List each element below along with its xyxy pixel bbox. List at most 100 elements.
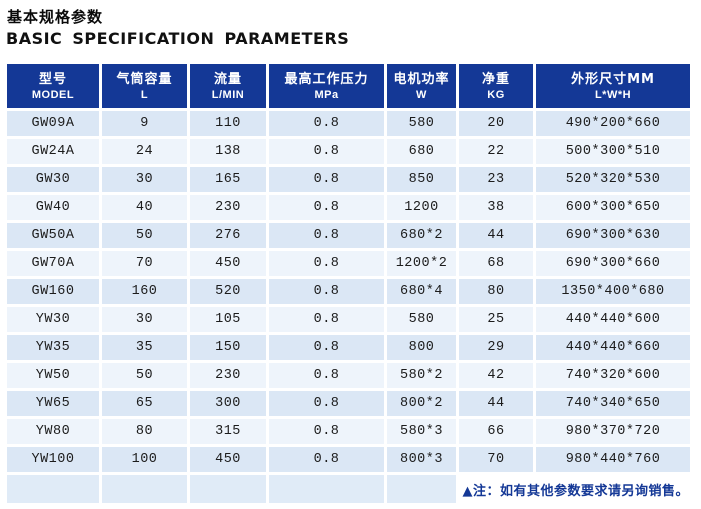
cell-capacity: 30	[102, 167, 187, 192]
cell-capacity: 100	[102, 447, 187, 472]
cell-flow: 105	[190, 307, 266, 332]
col-header-pressure-en: MPa	[314, 88, 339, 101]
cell-flow: 230	[190, 363, 266, 388]
cell-model: YW65	[7, 391, 99, 416]
cell-weight: 25	[459, 307, 533, 332]
cell-model: YW100	[7, 447, 99, 472]
table-row: GW50A 50 276 0.8 680*2 44 690*300*630	[7, 223, 690, 248]
col-header-capacity-en: L	[140, 88, 149, 101]
cell-pressure: 0.8	[269, 139, 384, 164]
cell-capacity: 9	[102, 111, 187, 136]
table-row: GW40 40 230 0.8 1200 38 600*300*650	[7, 195, 690, 220]
cell-capacity: 65	[102, 391, 187, 416]
col-header-power: 电机功率 W	[387, 64, 456, 108]
table-header-row: 型号 MODEL 气筒容量 L 流量 L/MIN 最高工作压力 MPa 电机功率	[7, 64, 690, 108]
cell-capacity: 30	[102, 307, 187, 332]
cell-model: GW40	[7, 195, 99, 220]
cell-flow: 300	[190, 391, 266, 416]
cell-model: GW09A	[7, 111, 99, 136]
table-row: GW09A 9 110 0.8 580 20 490*200*660	[7, 111, 690, 136]
cell-weight: 70	[459, 447, 533, 472]
cell-power: 580*3	[387, 419, 456, 444]
cell-pressure: 0.8	[269, 335, 384, 360]
table-row: YW65 65 300 0.8 800*2 44 740*340*650	[7, 391, 690, 416]
cell-flow: 150	[190, 335, 266, 360]
cell-power: 1200	[387, 195, 456, 220]
cell-dimensions: 440*440*660	[536, 335, 690, 360]
cell-weight: 44	[459, 223, 533, 248]
cell-weight: 80	[459, 279, 533, 304]
specification-table: 型号 MODEL 气筒容量 L 流量 L/MIN 最高工作压力 MPa 电机功率	[4, 61, 693, 506]
cell-power: 680*4	[387, 279, 456, 304]
cell-power: 800*2	[387, 391, 456, 416]
cell-weight: 38	[459, 195, 533, 220]
table-row: YW50 50 230 0.8 580*2 42 740*320*600	[7, 363, 690, 388]
cell-weight: 20	[459, 111, 533, 136]
cell-dimensions: 740*340*650	[536, 391, 690, 416]
cell-flow: 450	[190, 251, 266, 276]
cell-dimensions: 980*370*720	[536, 419, 690, 444]
cell-model: YW80	[7, 419, 99, 444]
page-title-chinese: 基本规格参数	[7, 8, 104, 26]
cell-pressure: 0.8	[269, 223, 384, 248]
cell-flow: 520	[190, 279, 266, 304]
cell-model: GW24A	[7, 139, 99, 164]
cell-power: 1200*2	[387, 251, 456, 276]
cell-pressure: 0.8	[269, 419, 384, 444]
cell-pressure: 0.8	[269, 279, 384, 304]
cell-weight: 42	[459, 363, 533, 388]
table-row: YW80 80 315 0.8 580*3 66 980*370*720	[7, 419, 690, 444]
cell-flow: 315	[190, 419, 266, 444]
cell-model: GW70A	[7, 251, 99, 276]
col-header-dimensions-en: L*W*H	[594, 88, 632, 101]
cell-dimensions: 600*300*650	[536, 195, 690, 220]
cell-capacity: 40	[102, 195, 187, 220]
cell-capacity: 80	[102, 419, 187, 444]
cell-capacity: 50	[102, 363, 187, 388]
cell-pressure: 0.8	[269, 111, 384, 136]
cell-pressure: 0.8	[269, 363, 384, 388]
cell-dimensions: 500*300*510	[536, 139, 690, 164]
cell-dimensions: 440*440*600	[536, 307, 690, 332]
col-header-weight: 净重 KG	[459, 64, 533, 108]
table-row: GW70A 70 450 0.8 1200*2 68 690*300*660	[7, 251, 690, 276]
cell-weight: 44	[459, 391, 533, 416]
cell-flow: 450	[190, 447, 266, 472]
cell-model: GW160	[7, 279, 99, 304]
col-header-weight-en: KG	[487, 88, 505, 101]
cell-pressure: 0.8	[269, 167, 384, 192]
cell-power: 800*3	[387, 447, 456, 472]
cell-pressure: 0.8	[269, 307, 384, 332]
cell-capacity: 160	[102, 279, 187, 304]
cell-model: YW30	[7, 307, 99, 332]
table-row: YW100 100 450 0.8 800*3 70 980*440*760	[7, 447, 690, 472]
cell-weight: 68	[459, 251, 533, 276]
cell-dimensions: 690*300*630	[536, 223, 690, 248]
empty-cell	[102, 475, 187, 503]
table-row: YW35 35 150 0.8 800 29 440*440*660	[7, 335, 690, 360]
cell-weight: 22	[459, 139, 533, 164]
cell-capacity: 70	[102, 251, 187, 276]
cell-model: GW50A	[7, 223, 99, 248]
cell-dimensions: 490*200*660	[536, 111, 690, 136]
cell-power: 800	[387, 335, 456, 360]
cell-model: GW30	[7, 167, 99, 192]
empty-cell	[269, 475, 384, 503]
cell-flow: 165	[190, 167, 266, 192]
cell-dimensions: 1350*400*680	[536, 279, 690, 304]
table-row: GW24A 24 138 0.8 680 22 500*300*510	[7, 139, 690, 164]
sales-note: ▲注：如有其他参数要求请另询销售。	[459, 475, 690, 503]
col-header-flow-zh: 流量	[213, 71, 242, 87]
cell-dimensions: 520*320*530	[536, 167, 690, 192]
col-header-dimensions-zh: 外形尺寸MM	[571, 71, 655, 87]
col-header-dimensions: 外形尺寸MM L*W*H	[536, 64, 690, 108]
col-header-power-zh: 电机功率	[393, 71, 450, 87]
empty-cell	[387, 475, 456, 503]
cell-flow: 138	[190, 139, 266, 164]
cell-power: 680	[387, 139, 456, 164]
cell-pressure: 0.8	[269, 447, 384, 472]
cell-power: 680*2	[387, 223, 456, 248]
cell-capacity: 24	[102, 139, 187, 164]
table-row: YW30 30 105 0.8 580 25 440*440*600	[7, 307, 690, 332]
cell-capacity: 35	[102, 335, 187, 360]
